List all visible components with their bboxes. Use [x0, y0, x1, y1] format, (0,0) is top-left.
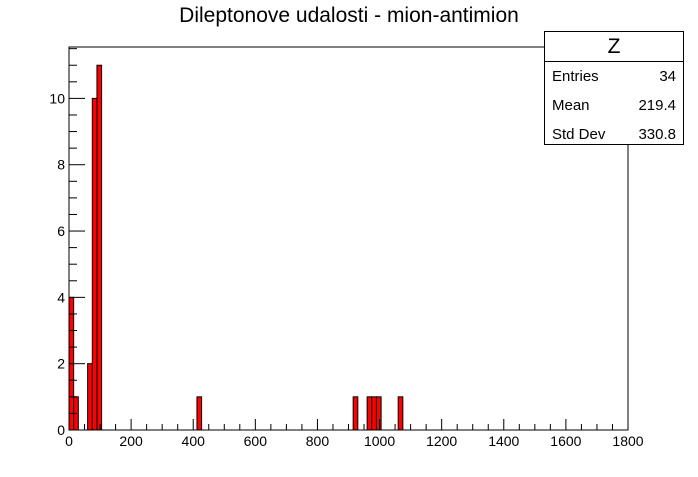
histogram-bars — [68, 64, 404, 431]
histogram-bar-7 — [196, 396, 203, 431]
x-tick-label: 600 — [244, 433, 268, 449]
x-tick-label: 200 — [119, 433, 143, 449]
y-tick-label: 0 — [57, 422, 65, 438]
stats-row-stddev: Std Dev 330.8 — [545, 120, 683, 149]
histogram-bar-8 — [352, 396, 359, 431]
stats-name: Z — [545, 32, 683, 62]
x-tick-label: 1800 — [612, 433, 643, 449]
x-tick-label: 1400 — [488, 433, 519, 449]
histogram-bar-12 — [397, 396, 404, 431]
y-tick-label: 6 — [57, 223, 65, 239]
histogram-bar-4 — [87, 363, 93, 431]
chart-title: Dileptonove udalosti - mion-antimion — [179, 4, 519, 27]
stats-stddev-label: Std Dev — [552, 126, 606, 143]
x-tick-label: 1600 — [550, 433, 581, 449]
stats-entries-value: 34 — [659, 68, 676, 85]
x-tick-label: 1000 — [364, 433, 395, 449]
y-tick-label: 2 — [57, 356, 65, 372]
x-tick-label: 800 — [306, 433, 330, 449]
histogram-bar-11 — [375, 396, 382, 431]
axes: 0 200 400 600 800 1000 1200 1400 1600 1800 0 2 4 6 8 10 — [49, 46, 644, 449]
stats-entries-label: Entries — [552, 68, 599, 85]
histogram-bar-6 — [96, 64, 103, 431]
x-tick-label: 0 — [65, 433, 73, 449]
y-tick-label: 10 — [49, 90, 65, 106]
x-tick-label: 1200 — [426, 433, 457, 449]
y-tick-label: 8 — [57, 157, 65, 173]
histogram-bar-5 — [91, 97, 98, 431]
x-tick-label: 400 — [182, 433, 206, 449]
stats-mean-value: 219.4 — [638, 97, 676, 114]
histogram-bar-9 — [366, 396, 373, 431]
y-tick-label: 4 — [57, 289, 65, 305]
stats-stddev-value: 330.8 — [638, 126, 676, 143]
histogram-bar-10 — [371, 396, 377, 431]
stats-box: Z Entries 34 Mean 219.4 Std Dev 330.8 — [544, 31, 684, 145]
stats-row-entries: Entries 34 — [545, 62, 683, 91]
stats-mean-label: Mean — [552, 97, 590, 114]
stats-row-mean: Mean 219.4 — [545, 91, 683, 120]
